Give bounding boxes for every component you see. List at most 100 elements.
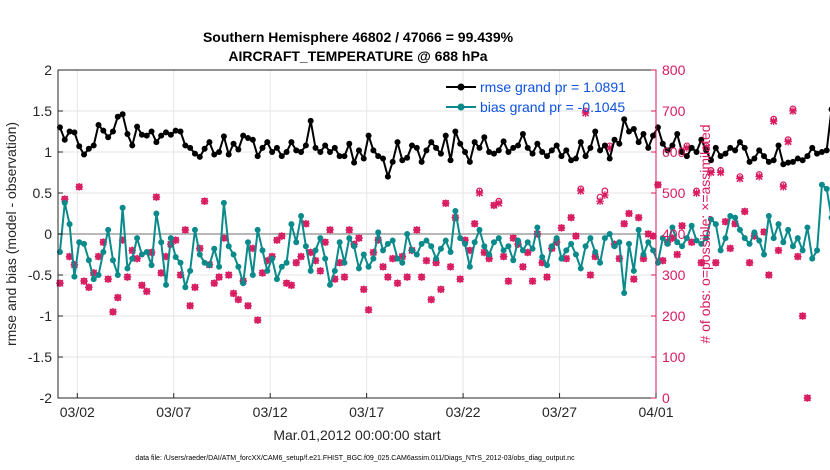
bias-point [211,245,218,252]
bias-point [780,239,787,246]
obs-assimilated-marker [726,244,735,253]
rmse-point [712,144,719,151]
legend-bias-marker [457,103,465,111]
obs-assimilated-marker [707,168,715,177]
rmse-point [211,151,218,158]
bias-point [134,235,141,242]
obs-assimilated-marker [287,281,296,290]
obs-assimilated-marker [345,226,354,234]
bias-point [650,247,657,254]
left-y-axis-label: rmse and bias (model - observation) [3,122,19,346]
rmse-point [770,157,777,164]
obs-assimilated-marker [326,226,334,234]
bias-point [457,235,464,242]
bias-point [105,226,112,233]
rmse-series [56,106,830,180]
left-y-tick-label: -1 [40,308,53,324]
rmse-point [307,117,314,124]
bias-point [722,235,729,242]
rmse-point [765,158,772,165]
obs-assimilated-marker [340,273,349,281]
obs-assimilated-marker [413,226,421,234]
bias-point [505,243,512,250]
bias-point [515,237,522,244]
bias-point [688,222,695,229]
rmse-point [249,136,256,143]
obs-assimilated-marker [316,267,325,275]
obs-assimilated-marker [789,107,797,115]
obs-assimilated-marker [456,275,465,283]
obs-assimilated-marker [567,213,575,222]
rmse-point [476,144,483,151]
bias-point [823,185,830,192]
x-tick-label: 03/22 [446,404,481,420]
obs-assimilated-marker [504,277,513,285]
rmse-point [650,132,657,139]
obs-assimilated-marker [210,279,219,287]
rmse-point [577,139,584,146]
bias-point [254,226,261,233]
bias-point [471,239,478,246]
rmse-point [216,149,223,155]
rmse-point [158,132,165,139]
obs-assimilated-marker [109,308,117,316]
rmse-point [370,147,377,154]
bias-point [196,251,203,258]
bias-point [548,243,555,250]
bias-point [809,255,816,262]
rmse-point [346,140,353,147]
bias-point [346,235,353,242]
obs-assimilated-marker [123,273,132,281]
bias-point [288,221,295,228]
rmse-point [109,128,116,135]
obs-assimilated-marker [692,189,701,197]
obs-assimilated-marker [181,226,190,234]
obs-assimilated-marker [562,254,571,263]
obs-assimilated-marker [721,217,730,226]
rmse-point [298,149,305,155]
bias-point [814,247,821,254]
bias-point [577,265,584,272]
bias-point [375,229,382,236]
rmse-point [384,173,391,180]
bias-point [481,243,488,250]
bias-point [384,240,391,247]
bias-point [553,235,560,242]
rmse-point [100,127,107,134]
bias-point [490,239,497,246]
obs-assimilated-marker [384,273,392,281]
bias-point [245,239,252,246]
bias-point [727,212,734,219]
right-y-tick-label: 400 [662,226,686,242]
bias-point [249,272,256,278]
rmse-point [81,151,88,158]
bias-point [447,249,454,256]
rmse-point [568,157,575,164]
bias-point [187,267,194,274]
bias-point [698,240,705,247]
rmse-point [167,131,174,138]
bias-point [751,229,758,236]
rmse-point [519,130,526,137]
obs-assimilated-marker [138,281,146,290]
bias-point [326,281,333,288]
bias-point [486,251,493,258]
obs-assimilated-marker [234,295,243,304]
rmse-point [611,136,618,143]
x-tick-label: 04/01 [638,404,673,420]
bias-point [71,273,78,280]
rmse-point [172,127,179,134]
bias-point [100,249,107,256]
bias-point [312,247,319,254]
bias-point [587,235,594,242]
rmse-point [442,132,449,139]
rmse-point [433,144,440,151]
rmse-point [317,149,324,155]
rmse-point [630,126,637,133]
rmse-point [153,139,160,146]
rmse-point [423,147,430,154]
bias-point [529,245,536,252]
data-file-footer: data file: /Users/raeder/DAI/ATM_forcXX/… [135,455,575,462]
bias-point [582,243,589,250]
obs-assimilated-marker [191,283,199,292]
